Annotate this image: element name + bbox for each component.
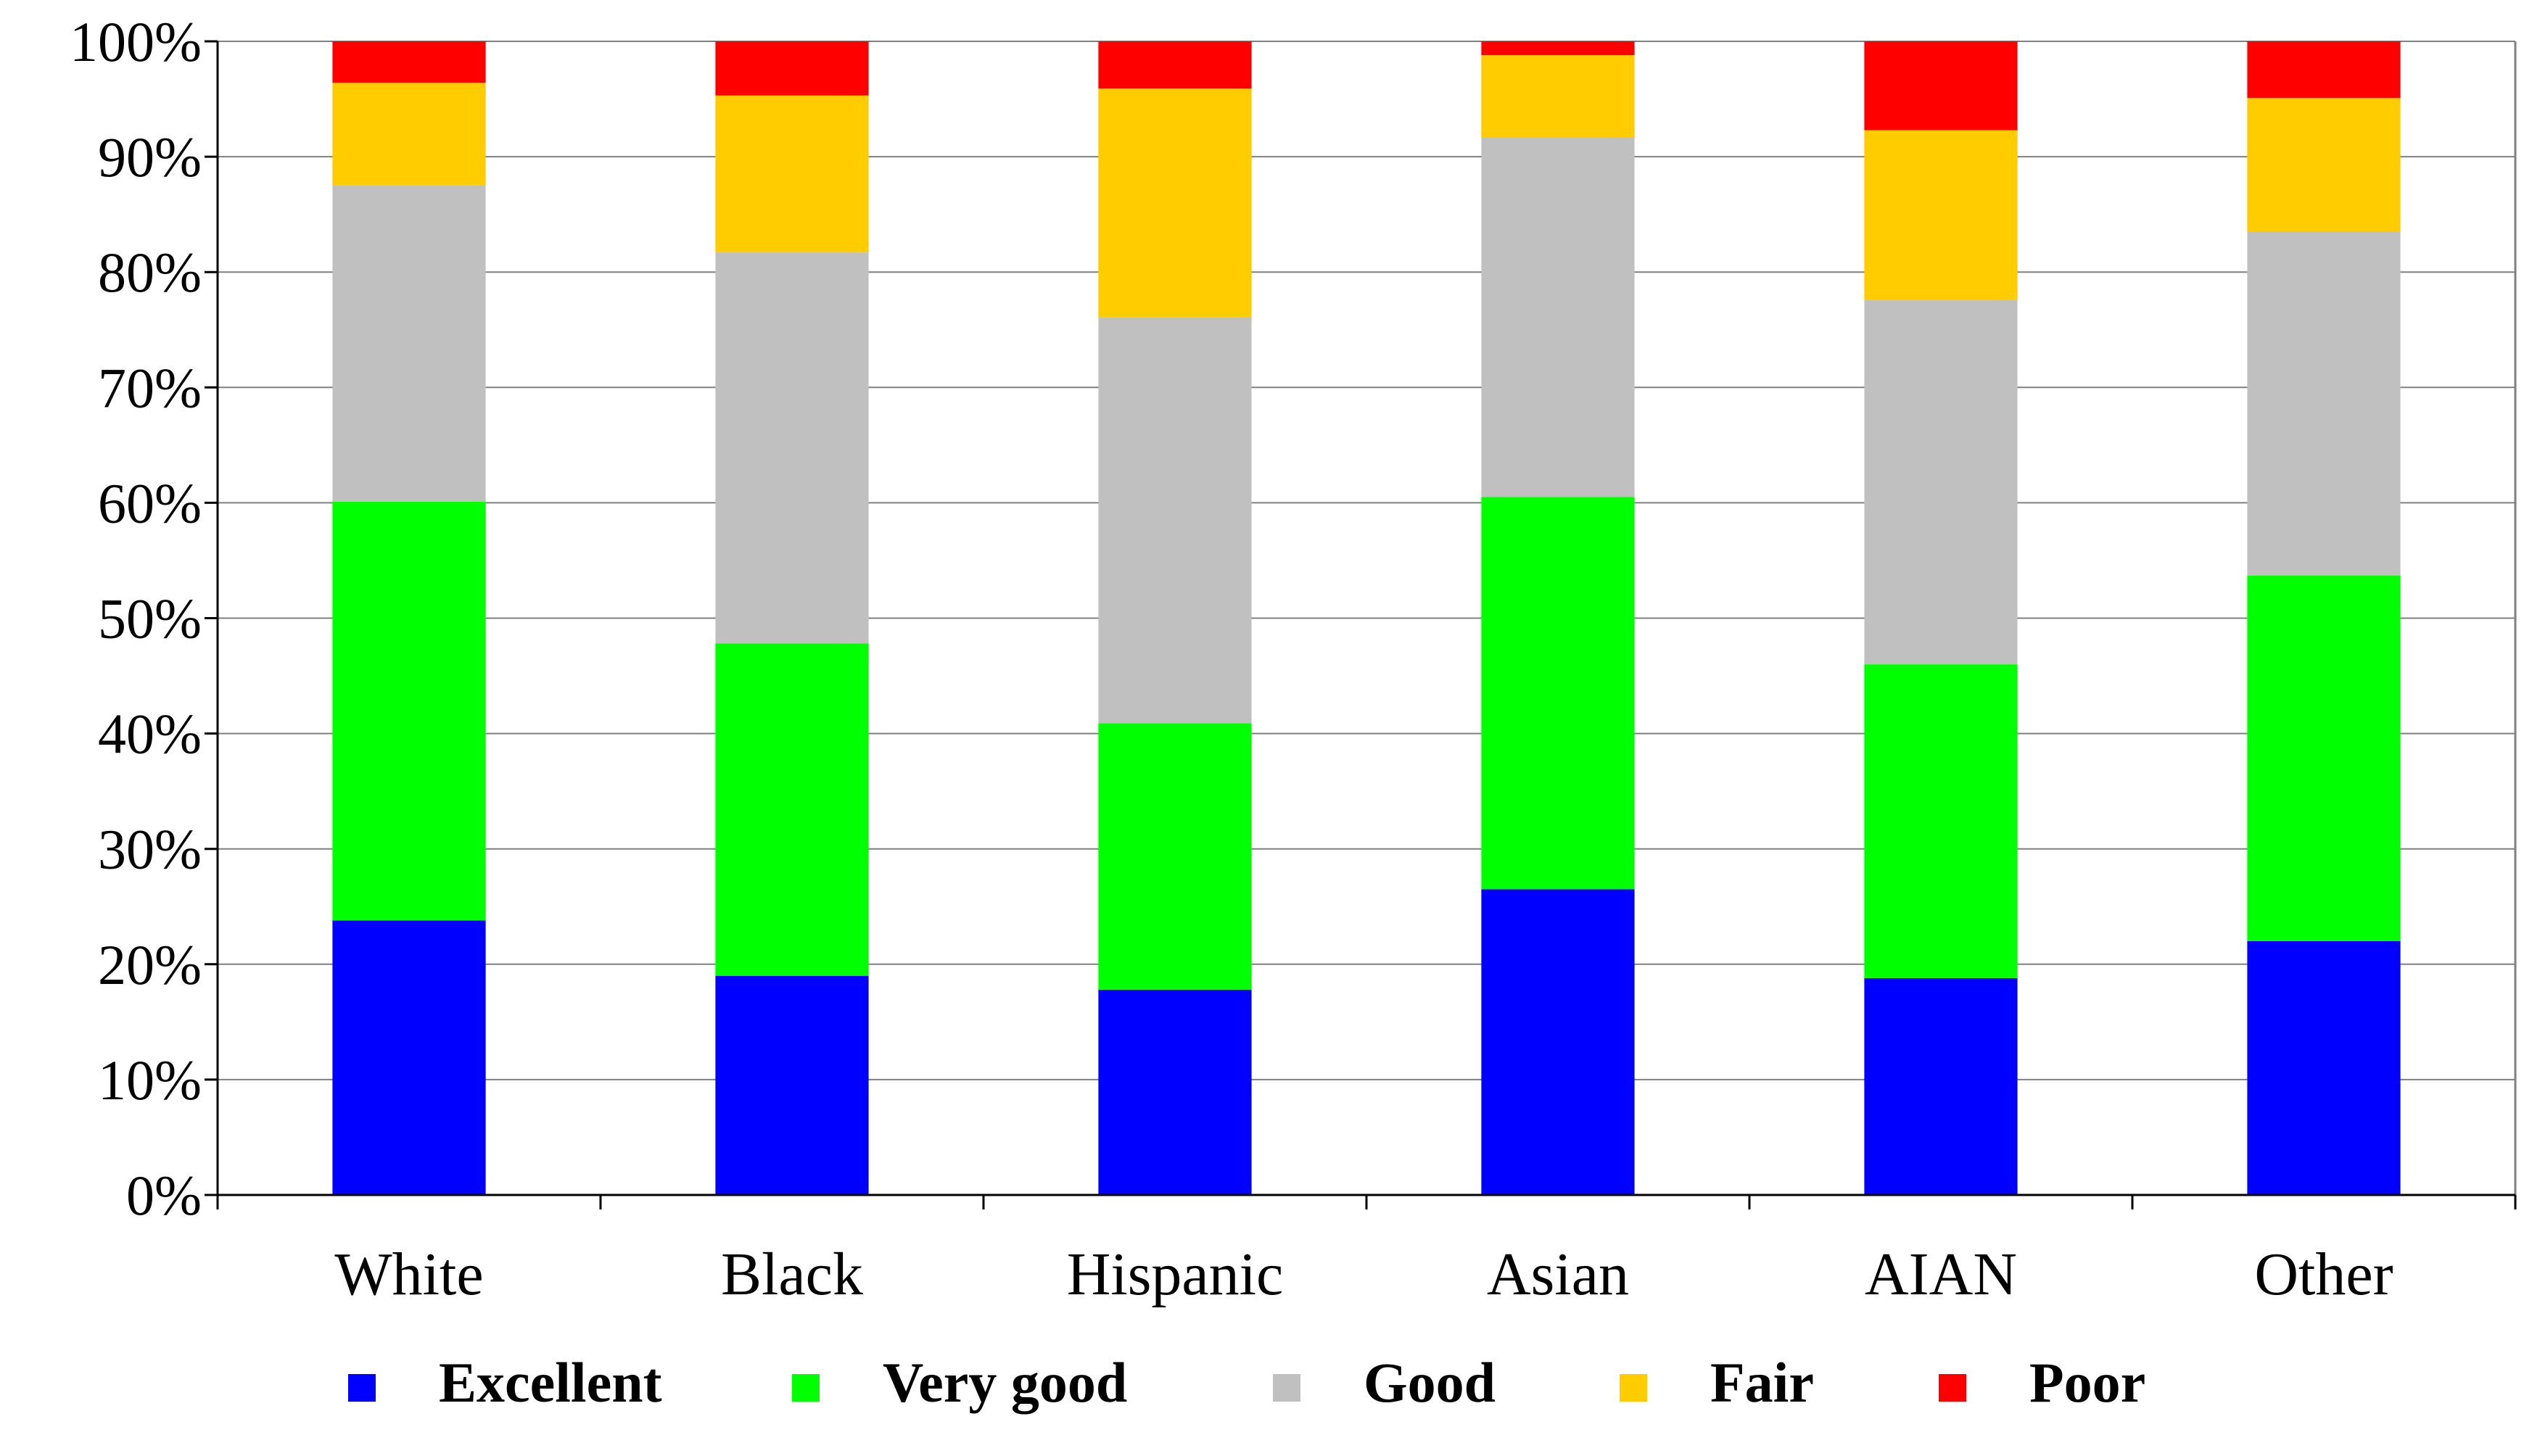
y-tick-label: 50% [98, 587, 202, 650]
bar-segment-very-good [332, 501, 486, 921]
bar-segment-excellent [1098, 989, 1252, 1195]
bar-segment-poor [332, 41, 486, 83]
legend-label: Very good [883, 1351, 1127, 1414]
legend-label: Excellent [439, 1351, 662, 1414]
x-category-label: Black [721, 1241, 863, 1308]
y-axis-tick-labels: 0% 10% 20% 30% 40% 50% 60% 70% 80% 90% 100% [70, 10, 202, 1227]
bar-segment-excellent [332, 920, 486, 1195]
y-tick-label: 20% [98, 933, 202, 996]
x-axis-category-labels: White Black Hispanic Asian AIAN Other [334, 1241, 2393, 1308]
legend: Excellent Very good Good Fair Poor [348, 1351, 2145, 1414]
axes [205, 40, 2517, 1209]
bar-segment-good [715, 252, 869, 644]
y-tick-label: 30% [98, 818, 202, 881]
legend-label: Fair [1710, 1351, 1814, 1414]
bar-segment-very-good [715, 643, 869, 976]
y-tick-label: 0% [126, 1164, 202, 1227]
bars [332, 41, 2401, 1195]
legend-label: Good [1364, 1351, 1496, 1414]
y-tick-label: 40% [98, 703, 202, 766]
x-category-label: White [334, 1241, 483, 1308]
bar-segment-poor [1098, 41, 1252, 89]
bar-segment-good [1098, 317, 1252, 724]
x-category-label: Hispanic [1067, 1241, 1284, 1308]
bar-segment-very-good [1864, 664, 2018, 978]
bar-segment-fair [715, 95, 869, 253]
bar-segment-very-good [1098, 723, 1252, 990]
bar-segment-poor [1864, 41, 2018, 131]
bar-segment-fair [332, 83, 486, 186]
bar-segment-fair [1098, 88, 1252, 318]
bar-segment-good [2247, 231, 2401, 576]
legend-swatch-very-good [792, 1374, 820, 1402]
bar-segment-excellent [715, 975, 869, 1195]
bar-segment-fair [1481, 55, 1635, 138]
bar-segment-excellent [1864, 977, 2018, 1195]
bar-segment-poor [1481, 41, 1635, 56]
y-tick-label: 70% [98, 356, 202, 419]
bar-segment-good [1481, 137, 1635, 497]
y-tick-label: 60% [98, 471, 202, 534]
y-tick-label: 10% [98, 1048, 202, 1112]
x-category-label: Asian [1487, 1241, 1629, 1308]
y-tick-label: 80% [98, 241, 202, 304]
x-category-label: Other [2254, 1241, 2393, 1308]
bar-segment-fair [2247, 97, 2401, 232]
bar-segment-excellent [1481, 889, 1635, 1195]
y-tick-label: 90% [98, 125, 202, 189]
legend-label: Poor [2029, 1351, 2145, 1414]
legend-swatch-excellent [348, 1374, 376, 1402]
bar-segment-poor [715, 41, 869, 96]
bar-segment-good [332, 185, 486, 502]
y-tick-label: 100% [70, 10, 202, 73]
bar-segment-poor [2247, 41, 2401, 98]
legend-swatch-good [1273, 1374, 1300, 1402]
legend-swatch-fair [1620, 1374, 1647, 1402]
bar-segment-fair [1864, 130, 2018, 300]
bar-segment-good [1864, 299, 2018, 665]
x-category-label: AIAN [1865, 1241, 2017, 1308]
gridlines [218, 41, 2517, 1195]
bar-segment-very-good [2247, 575, 2401, 941]
bar-segment-very-good [1481, 497, 1635, 890]
legend-swatch-poor [1939, 1374, 1966, 1402]
bar-segment-excellent [2247, 940, 2401, 1195]
